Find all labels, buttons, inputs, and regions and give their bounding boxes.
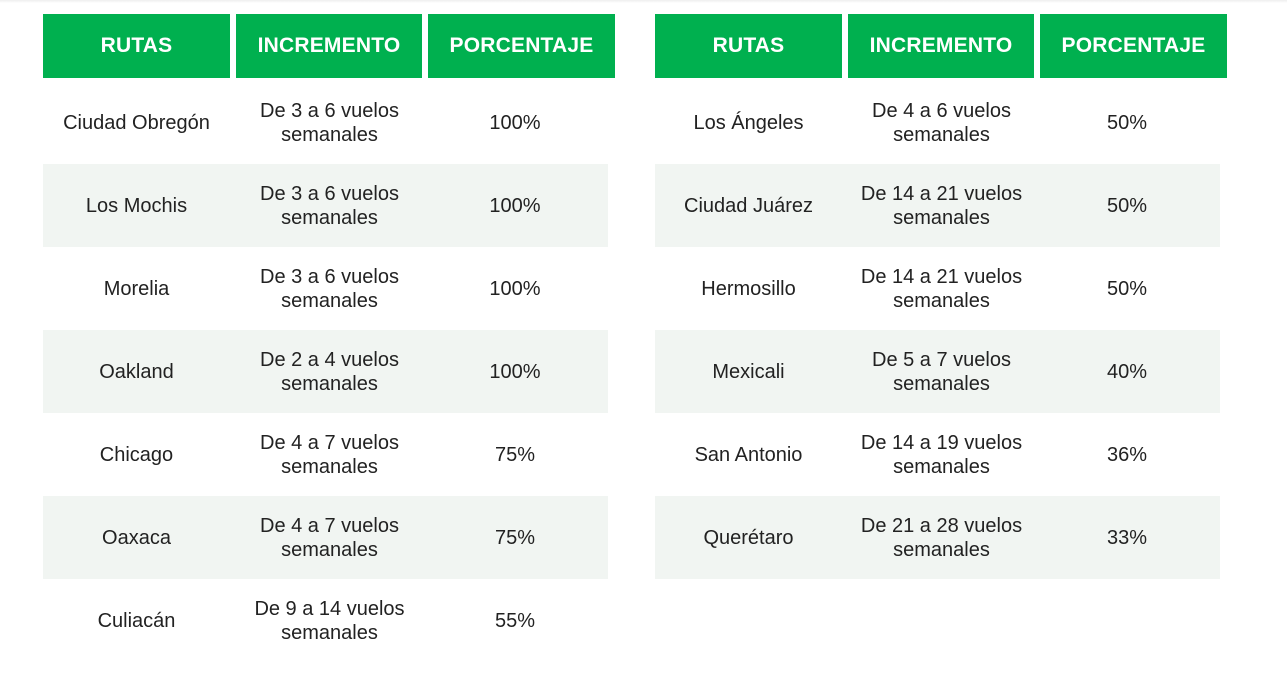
percentage: 100% bbox=[489, 194, 541, 217]
increment-line: De 5 a 7 vuelos bbox=[872, 348, 1011, 371]
route-name: Querétaro bbox=[703, 526, 794, 549]
top-shadow bbox=[0, 0, 1287, 3]
increment: De 4 a 7 vuelos semanales bbox=[230, 431, 429, 479]
route-name: Ciudad Obregón bbox=[63, 111, 210, 134]
route-name: Mexicali bbox=[712, 360, 785, 383]
table-row: Ciudad Juárez De 14 a 21 vuelos semanales… bbox=[655, 164, 1220, 247]
percentage: 75% bbox=[494, 443, 536, 466]
increment: De 4 a 7 vuelos semanales bbox=[230, 514, 429, 562]
percentage: 55% bbox=[494, 609, 536, 632]
increment-unit: semanales bbox=[281, 455, 378, 478]
increment-line: De 9 a 14 vuelos bbox=[254, 597, 405, 620]
route-name: Ciudad Juárez bbox=[684, 194, 813, 217]
increment-line: De 14 a 19 vuelos bbox=[860, 431, 1023, 454]
increment-line: De 3 a 6 vuelos bbox=[260, 265, 399, 288]
increment-unit: semanales bbox=[281, 538, 378, 561]
increment-line: De 4 a 7 vuelos bbox=[260, 514, 399, 537]
route-name: Oaxaca bbox=[102, 526, 171, 549]
increment-line: De 21 a 28 vuelos bbox=[860, 514, 1023, 537]
increment-unit: semanales bbox=[893, 289, 990, 312]
increment-unit: semanales bbox=[893, 206, 990, 229]
increment-line: De 14 a 21 vuelos bbox=[860, 182, 1023, 205]
percentage: 40% bbox=[1106, 360, 1148, 383]
route-name: Los Ángeles bbox=[693, 111, 804, 134]
increment-unit: semanales bbox=[893, 455, 990, 478]
route-name: Oakland bbox=[99, 360, 174, 383]
increment: De 3 a 6 vuelos semanales bbox=[230, 182, 429, 230]
table-header: RUTAS INCREMENTO PORCENTAJE bbox=[655, 14, 1227, 78]
percentage: 100% bbox=[489, 111, 541, 134]
table-row: Querétaro De 21 a 28 vuelos semanales 33% bbox=[655, 496, 1220, 579]
header-porcentaje: PORCENTAJE bbox=[428, 14, 615, 78]
route-name: Morelia bbox=[103, 277, 170, 300]
increment: De 9 a 14 vuelos semanales bbox=[230, 597, 429, 645]
table-row: Morelia De 3 a 6 vuelos semanales 100% bbox=[43, 247, 608, 330]
increment-unit: semanales bbox=[893, 372, 990, 395]
table-row: Oaxaca De 4 a 7 vuelos semanales 75% bbox=[43, 496, 608, 579]
table-row: Oakland De 2 a 4 vuelos semanales 100% bbox=[43, 330, 608, 413]
table-row: Hermosillo De 14 a 21 vuelos semanales 50… bbox=[655, 247, 1220, 330]
table-row: Mexicali De 5 a 7 vuelos semanales 40% bbox=[655, 330, 1220, 413]
increment-unit: semanales bbox=[281, 289, 378, 312]
routes-table-right: RUTAS INCREMENTO PORCENTAJE Los Ángeles … bbox=[655, 14, 1227, 579]
percentage: 33% bbox=[1106, 526, 1148, 549]
header-incremento: INCREMENTO bbox=[236, 14, 422, 78]
increment-line: De 3 a 6 vuelos bbox=[260, 99, 399, 122]
increment-unit: semanales bbox=[281, 206, 378, 229]
header-rutas: RUTAS bbox=[43, 14, 230, 78]
header-incremento: INCREMENTO bbox=[848, 14, 1034, 78]
increment-unit: semanales bbox=[281, 621, 378, 644]
table-row: Culiacán De 9 a 14 vuelos semanales 55% bbox=[43, 579, 608, 662]
route-name: Culiacán bbox=[97, 609, 176, 632]
percentage: 50% bbox=[1106, 194, 1148, 217]
percentage: 50% bbox=[1106, 111, 1148, 134]
increment: De 3 a 6 vuelos semanales bbox=[230, 265, 429, 313]
routes-table-left: RUTAS INCREMENTO PORCENTAJE Ciudad Obreg… bbox=[43, 14, 615, 662]
increment: De 14 a 19 vuelos semanales bbox=[842, 431, 1041, 479]
increment: De 2 a 4 vuelos semanales bbox=[230, 348, 429, 396]
increment: De 21 a 28 vuelos semanales bbox=[842, 514, 1041, 562]
percentage: 100% bbox=[489, 360, 541, 383]
table-header: RUTAS INCREMENTO PORCENTAJE bbox=[43, 14, 615, 78]
increment-line: De 4 a 7 vuelos bbox=[260, 431, 399, 454]
increment-unit: semanales bbox=[893, 123, 990, 146]
increment-line: De 2 a 4 vuelos bbox=[260, 348, 399, 371]
percentage: 100% bbox=[489, 277, 541, 300]
route-name: Hermosillo bbox=[701, 277, 796, 300]
table-row: Chicago De 4 a 7 vuelos semanales 75% bbox=[43, 413, 608, 496]
increment-unit: semanales bbox=[281, 372, 378, 395]
table-row: Los Mochis De 3 a 6 vuelos semanales 100% bbox=[43, 164, 608, 247]
header-rutas: RUTAS bbox=[655, 14, 842, 78]
increment-line: De 14 a 21 vuelos bbox=[860, 265, 1023, 288]
increment-unit: semanales bbox=[893, 538, 990, 561]
table-row: San Antonio De 14 a 19 vuelos semanales 3… bbox=[655, 413, 1220, 496]
increment: De 3 a 6 vuelos semanales bbox=[230, 99, 429, 147]
percentage: 75% bbox=[494, 526, 536, 549]
table-body: Ciudad Obregón De 3 a 6 vuelos semanales … bbox=[43, 81, 615, 662]
table-row: Los Ángeles De 4 a 6 vuelos semanales 50% bbox=[655, 81, 1220, 164]
increment: De 14 a 21 vuelos semanales bbox=[842, 182, 1041, 230]
percentage: 50% bbox=[1106, 277, 1148, 300]
route-name: Chicago bbox=[99, 443, 174, 466]
route-name: San Antonio bbox=[694, 443, 803, 466]
increment-unit: semanales bbox=[281, 123, 378, 146]
route-name: Los Mochis bbox=[85, 194, 188, 217]
increment-line: De 4 a 6 vuelos bbox=[872, 99, 1011, 122]
table-row: Ciudad Obregón De 3 a 6 vuelos semanales … bbox=[43, 81, 608, 164]
increment: De 5 a 7 vuelos semanales bbox=[842, 348, 1041, 396]
increment: De 14 a 21 vuelos semanales bbox=[842, 265, 1041, 313]
table-body: Los Ángeles De 4 a 6 vuelos semanales 50%… bbox=[655, 81, 1227, 579]
increment: De 4 a 6 vuelos semanales bbox=[842, 99, 1041, 147]
header-porcentaje: PORCENTAJE bbox=[1040, 14, 1227, 78]
increment-line: De 3 a 6 vuelos bbox=[260, 182, 399, 205]
percentage: 36% bbox=[1106, 443, 1148, 466]
